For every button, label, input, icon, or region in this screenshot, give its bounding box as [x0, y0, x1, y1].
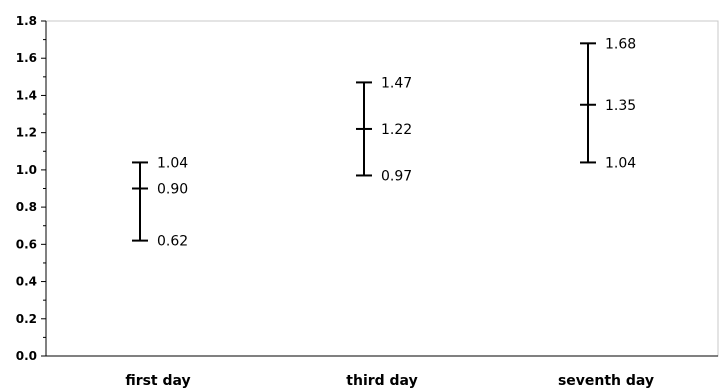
- x-axis: first day third day seventh day: [46, 355, 718, 389]
- y-tick-label: 0.4: [16, 275, 37, 289]
- error-bar-series: 1.04 0.90 0.62 1.47 1.22 0.97 1.68 1.35 1.04: [132, 36, 636, 250]
- data-label-mid: 1.35: [605, 98, 636, 114]
- data-label-high: 1.04: [157, 155, 188, 171]
- y-tick-label: 1.4: [16, 88, 37, 102]
- y-tick-label: 0.8: [16, 200, 37, 214]
- data-label-low: 0.62: [157, 234, 188, 250]
- data-label-high: 1.68: [605, 36, 636, 52]
- data-label-mid: 0.90: [157, 182, 188, 198]
- y-tick-label: 0.2: [16, 312, 37, 326]
- y-tick-label: 1.2: [16, 126, 37, 140]
- x-tick-label: seventh day: [558, 373, 654, 389]
- error-bar: 1.47 1.22 0.97: [356, 75, 412, 184]
- data-label-low: 0.97: [381, 168, 412, 184]
- data-label-low: 1.04: [605, 155, 636, 171]
- data-label-high: 1.47: [381, 75, 412, 91]
- y-tick-label: 1.0: [16, 163, 37, 177]
- y-tick-label: 0.6: [16, 237, 37, 251]
- y-axis: 0.0 0.2 0.4 0.6 0.8 1.0 1.2 1.4 1.6 1.8: [16, 14, 47, 363]
- data-label-mid: 1.22: [381, 122, 412, 138]
- y-tick-label: 1.8: [16, 14, 37, 28]
- x-tick-label: third day: [346, 373, 417, 389]
- error-bar: 1.68 1.35 1.04: [580, 36, 636, 171]
- x-tick-label: first day: [125, 373, 190, 389]
- error-bar: 1.04 0.90 0.62: [132, 155, 188, 250]
- y-tick-label: 0.0: [16, 349, 37, 363]
- y-tick-label: 1.6: [16, 51, 37, 65]
